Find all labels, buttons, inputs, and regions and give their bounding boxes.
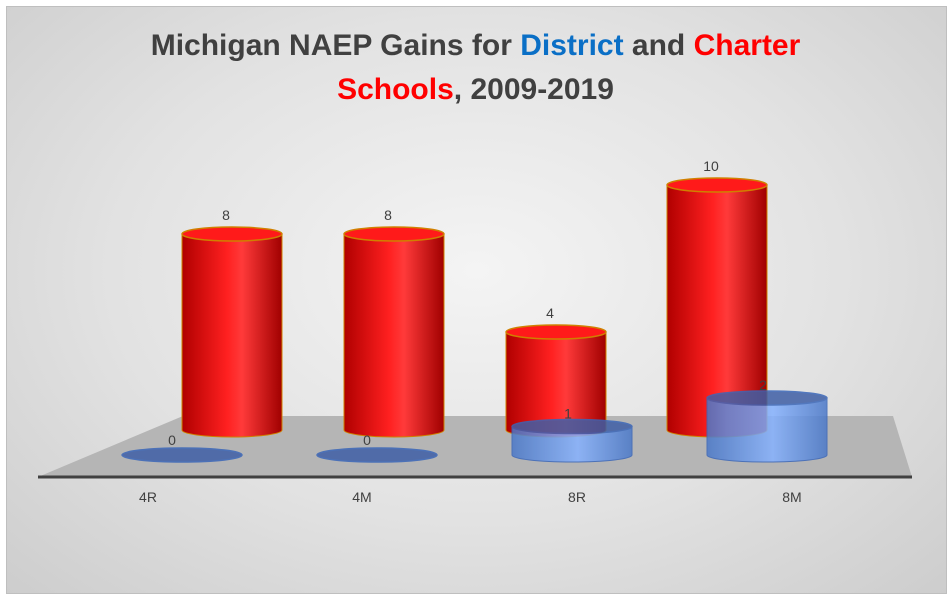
x-tick-label: 4M xyxy=(352,489,371,505)
district-value-label: 1 xyxy=(564,406,572,422)
title-prefix: Michigan NAEP Gains for xyxy=(150,29,521,62)
charter-value-label: 8 xyxy=(222,207,230,223)
title-suffix: , 2009-2019 xyxy=(453,73,614,106)
charter-bar-8R xyxy=(505,324,607,438)
charter-bar-4M xyxy=(343,226,445,438)
title-district: District xyxy=(520,29,624,62)
x-tick-label: 4R xyxy=(139,489,157,505)
district-value-label: 0 xyxy=(168,432,176,448)
charter-bar-8M xyxy=(666,177,768,438)
chart-area xyxy=(6,6,947,594)
district-bar-4R xyxy=(121,447,243,463)
title-schools: Schools xyxy=(337,73,454,106)
district-bar-4M xyxy=(316,447,438,463)
district-bar-8R xyxy=(511,418,633,463)
charter-value-label: 10 xyxy=(703,158,719,174)
title-charter: Charter xyxy=(693,29,801,62)
charter-value-label: 8 xyxy=(384,207,392,223)
district-value-label: 2 xyxy=(759,377,767,393)
x-tick-label: 8R xyxy=(568,489,586,505)
charter-value-label: 4 xyxy=(546,305,554,321)
chart-title: Michigan NAEP Gains for District and Cha… xyxy=(0,24,951,112)
charter-bar-4R xyxy=(181,226,283,438)
title-middle: and xyxy=(623,29,694,62)
district-bar-8M xyxy=(706,390,828,463)
district-value-label: 0 xyxy=(363,432,371,448)
x-tick-label: 8M xyxy=(782,489,801,505)
